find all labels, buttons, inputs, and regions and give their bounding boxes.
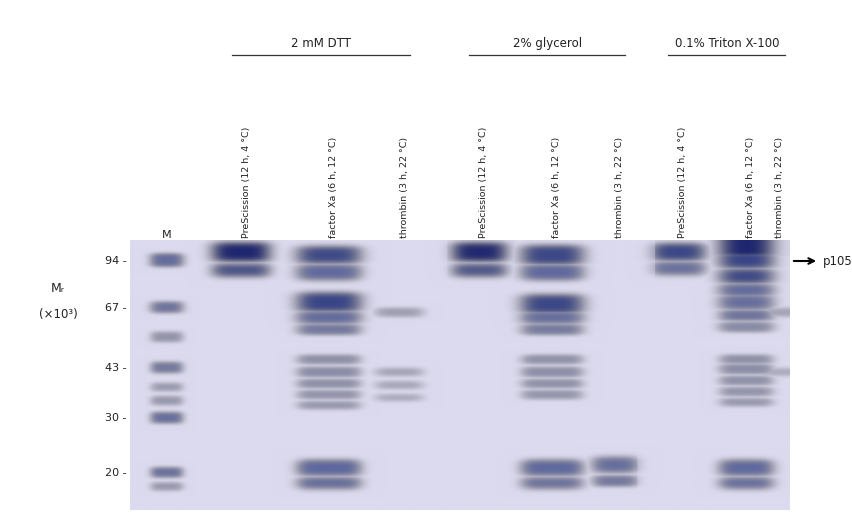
Text: 0.1% Triton X-100: 0.1% Triton X-100 [674, 37, 778, 50]
Text: PreScission (12 h, 4 °C): PreScission (12 h, 4 °C) [677, 127, 687, 238]
Text: 94 -: 94 - [105, 256, 127, 266]
Text: factor Xa (6 h, 12 °C): factor Xa (6 h, 12 °C) [551, 136, 561, 238]
Text: thrombin (3 h, 22 °C): thrombin (3 h, 22 °C) [774, 137, 784, 238]
Text: 2 mM DTT: 2 mM DTT [291, 37, 350, 50]
Text: M: M [162, 230, 171, 240]
Text: 2% glycerol: 2% glycerol [512, 37, 581, 50]
Text: PreScission (12 h, 4 °C): PreScission (12 h, 4 °C) [241, 127, 250, 238]
Text: (×10³): (×10³) [38, 308, 78, 321]
Text: thrombin (3 h, 22 °C): thrombin (3 h, 22 °C) [400, 137, 408, 238]
Text: thrombin (3 h, 22 °C): thrombin (3 h, 22 °C) [614, 137, 624, 238]
Text: factor Xa (6 h, 12 °C): factor Xa (6 h, 12 °C) [329, 136, 337, 238]
Text: 20 -: 20 - [106, 468, 127, 478]
Text: 30 -: 30 - [106, 413, 127, 423]
Text: Mᵣ: Mᵣ [51, 282, 65, 295]
Text: factor Xa (6 h, 12 °C): factor Xa (6 h, 12 °C) [746, 136, 754, 238]
Text: p105: p105 [822, 255, 852, 268]
Text: PreScission (12 h, 4 °C): PreScission (12 h, 4 °C) [479, 127, 488, 238]
Text: 43 -: 43 - [106, 363, 127, 373]
Text: 67 -: 67 - [106, 303, 127, 313]
